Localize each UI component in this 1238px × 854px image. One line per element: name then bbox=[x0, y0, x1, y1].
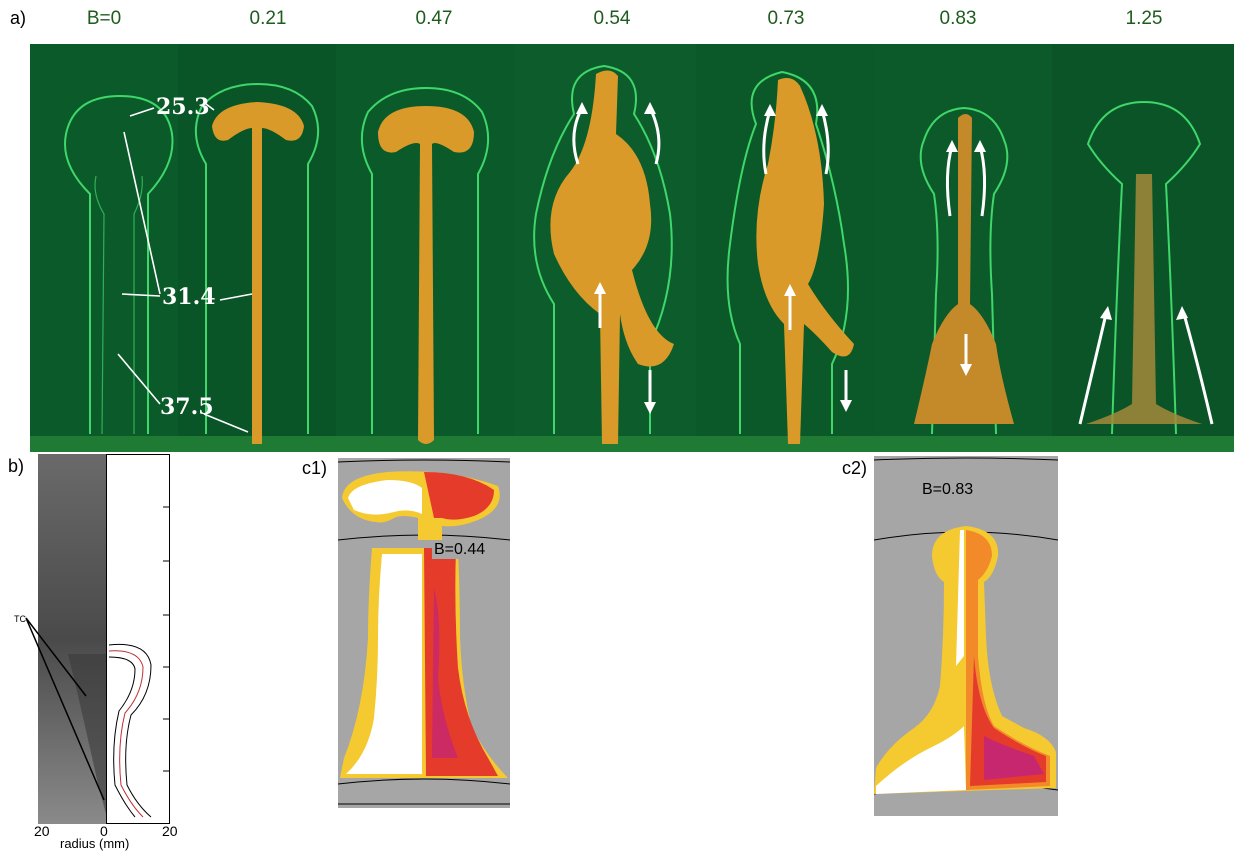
x-axis-label: radius (mm) bbox=[60, 836, 130, 851]
isotherm-annotations: 25.3 31.4 37.5 bbox=[117, 94, 253, 433]
isotherm-label-25-3: 25.3 bbox=[156, 94, 210, 120]
tank-photo-b073 bbox=[696, 44, 874, 452]
b-value-label-6: 1.25 bbox=[1125, 8, 1163, 29]
x-tick-center: 0 bbox=[100, 823, 108, 839]
radius-profile-plot bbox=[106, 454, 170, 824]
b-value-label-3: 0.54 bbox=[593, 8, 631, 29]
b-value-label-5: 0.83 bbox=[939, 8, 977, 29]
tank-photo-b0 bbox=[30, 44, 178, 452]
tank-photo-b021 bbox=[178, 44, 336, 452]
thermal-image bbox=[38, 454, 106, 824]
simulation-c1 bbox=[337, 458, 511, 808]
panel-c1-letter: c1) bbox=[302, 458, 328, 478]
x-tick-right: 20 bbox=[162, 823, 178, 839]
tank-photo-b047 bbox=[336, 44, 514, 452]
tank-photo-b054 bbox=[514, 44, 696, 452]
panel-a-letter: a) bbox=[10, 8, 27, 28]
tank-photo-b125 bbox=[1052, 44, 1234, 452]
panel-c2-letter: c2) bbox=[842, 458, 868, 478]
b-value-label-2: 0.47 bbox=[415, 8, 453, 29]
simulation-c2 bbox=[873, 456, 1059, 816]
simulation-c2-b-label: B=0.83 bbox=[922, 481, 974, 498]
tc-label: TC bbox=[14, 614, 26, 624]
tc-pointer-lines bbox=[25, 617, 105, 801]
tank-photo-b083 bbox=[874, 44, 1052, 452]
x-tick-left: 20 bbox=[34, 823, 50, 839]
b-value-label-0: B=0 bbox=[86, 8, 122, 29]
b-value-label-1: 0.21 bbox=[249, 8, 287, 29]
panel-b-letter: b) bbox=[8, 456, 25, 476]
simulation-c1-b-label: B=0.44 bbox=[432, 541, 488, 559]
isotherm-label-31-4: 31.4 bbox=[162, 284, 216, 310]
isotherm-label-37-5: 37.5 bbox=[160, 394, 214, 420]
b-value-label-4: 0.73 bbox=[767, 8, 805, 29]
